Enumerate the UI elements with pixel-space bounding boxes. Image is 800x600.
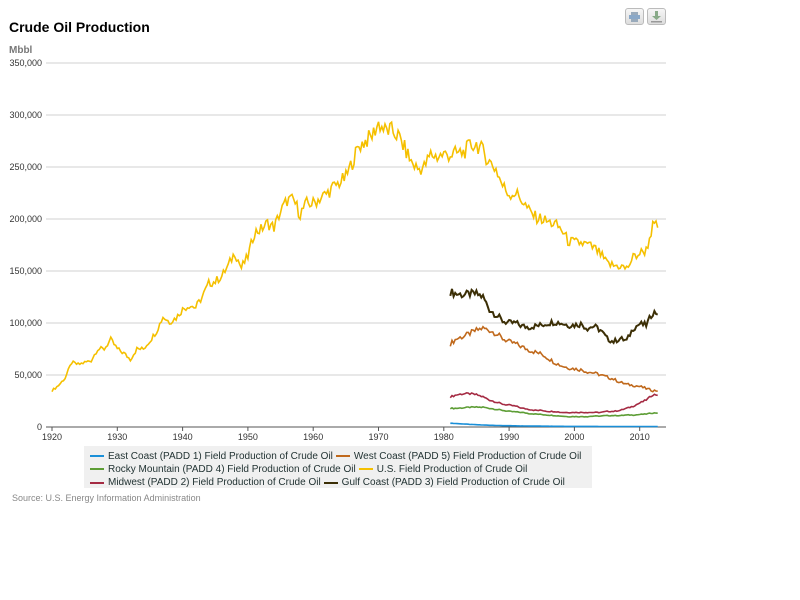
legend-label: U.S. Field Production of Crude Oil (376, 463, 528, 475)
y-tick-label: 50,000 (14, 370, 42, 380)
source-note: Source: U.S. Energy Information Administ… (12, 493, 201, 503)
legend-item[interactable]: U.S. Field Production of Crude Oil (358, 463, 528, 476)
x-tick-label: 1920 (42, 432, 62, 442)
y-tick-label: 200,000 (9, 214, 42, 224)
legend-label: East Coast (PADD 1) Field Production of … (108, 450, 333, 462)
y-tick-label: 250,000 (9, 162, 42, 172)
y-tick-label: 0 (37, 422, 42, 432)
legend: East Coast (PADD 1) Field Production of … (84, 446, 592, 488)
x-tick-label: 1990 (499, 432, 519, 442)
x-tick-label: 1980 (434, 432, 454, 442)
y-tick-label: 100,000 (9, 318, 42, 328)
y-tick-label: 350,000 (9, 58, 42, 68)
legend-swatch (90, 481, 104, 484)
legend-item[interactable]: Midwest (PADD 2) Field Production of Cru… (90, 476, 321, 489)
series-line (449, 287, 659, 345)
x-tick-label: 1940 (173, 432, 193, 442)
series-line (449, 325, 658, 393)
legend-swatch (90, 468, 104, 471)
x-tick-label: 1970 (368, 432, 388, 442)
legend-swatch (323, 481, 338, 484)
legend-swatch (90, 455, 104, 457)
series-line (449, 391, 658, 414)
legend-label: Gulf Coast (PADD 3) Field Production of … (341, 477, 565, 488)
series-line (449, 405, 658, 418)
x-tick-label: 1930 (107, 432, 127, 442)
legend-item[interactable]: Gulf Coast (PADD 3) Field Production of … (323, 476, 565, 489)
y-axis-unit-label: Mbbl (9, 45, 33, 56)
legend-label: Midwest (PADD 2) Field Production of Cru… (108, 477, 321, 488)
x-tick-label: 1960 (303, 432, 323, 442)
legend-swatch (358, 468, 373, 471)
series-line (51, 120, 659, 393)
series-line (450, 422, 658, 428)
y-tick-label: 150,000 (9, 266, 42, 276)
x-tick-label: 2010 (630, 432, 650, 442)
print-icon (629, 12, 640, 22)
legend-label: West Coast (PADD 5) Field Production of … (353, 450, 582, 462)
legend-swatch (335, 455, 350, 457)
x-tick-label: 2000 (564, 432, 584, 442)
legend-item[interactable]: East Coast (PADD 1) Field Production of … (90, 450, 333, 463)
legend-item[interactable]: Rocky Mountain (PADD 4) Field Production… (90, 463, 356, 476)
print-button[interactable] (625, 8, 644, 25)
chart-title: Crude Oil Production (9, 19, 150, 35)
x-tick-label: 1950 (238, 432, 258, 442)
legend-label: Rocky Mountain (PADD 4) Field Production… (108, 463, 356, 475)
legend-item[interactable]: West Coast (PADD 5) Field Production of … (335, 450, 582, 463)
y-tick-label: 300,000 (9, 110, 42, 120)
download-button[interactable] (647, 8, 666, 25)
download-icon (651, 11, 662, 23)
